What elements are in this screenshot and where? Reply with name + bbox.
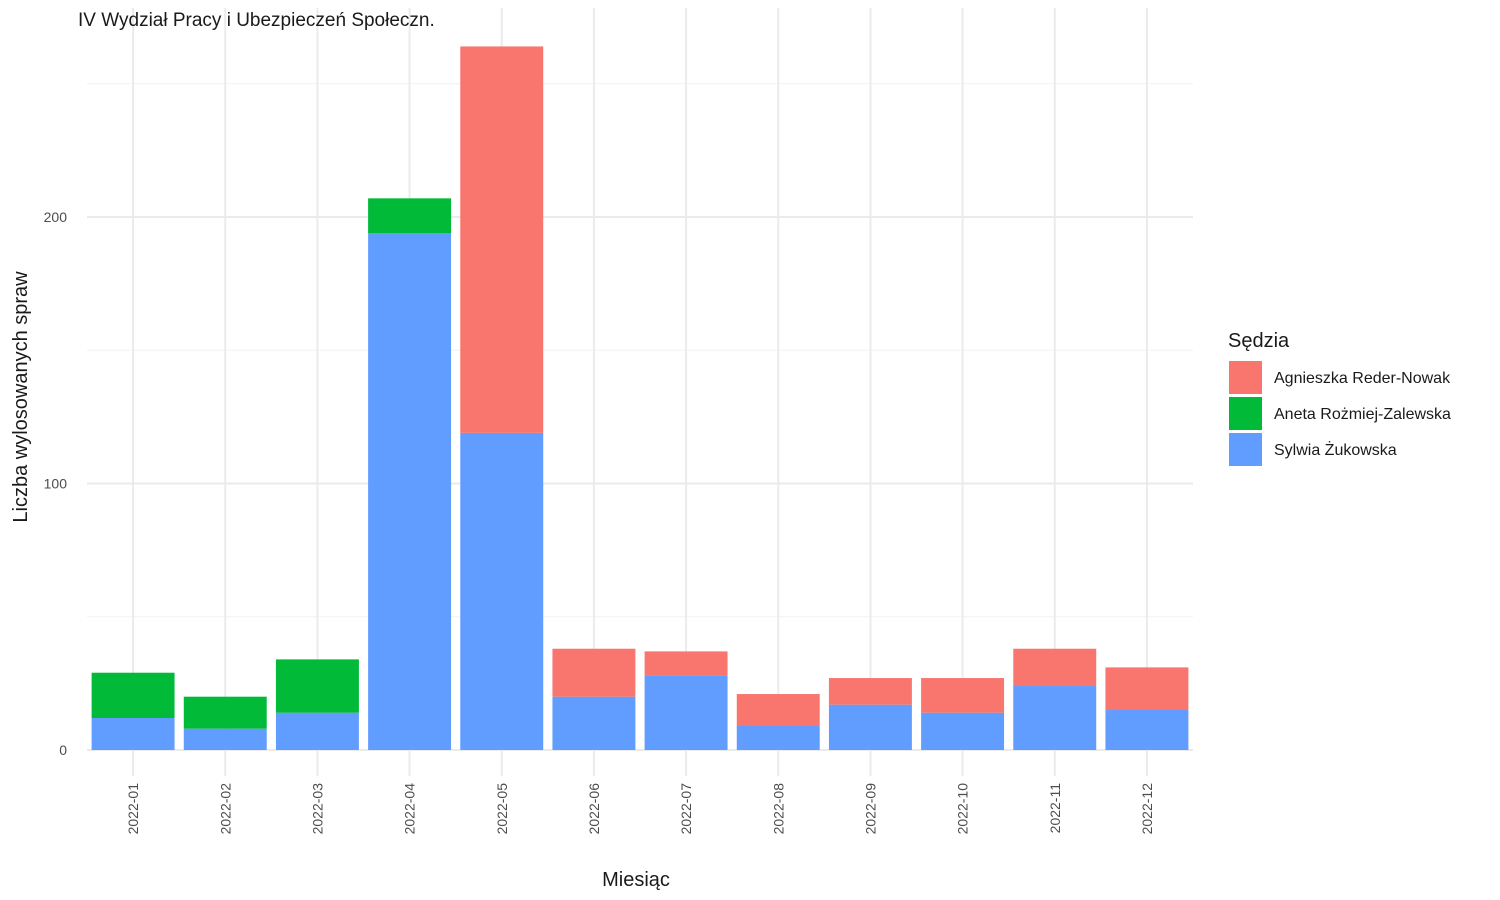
bar-segment	[1105, 667, 1189, 711]
legend-swatch	[1229, 361, 1262, 394]
x-tick-label: 2022-10	[955, 783, 971, 835]
y-axis-ticks: 0 100 200	[44, 209, 68, 758]
legend-swatch	[1229, 433, 1262, 466]
legend-label: Agnieszka Reder-Nowak	[1274, 370, 1451, 387]
y-tick-label: 200	[44, 209, 68, 225]
legend-title: Sędzia	[1228, 330, 1290, 352]
bar-segment	[552, 648, 636, 697]
bar-segment	[275, 712, 359, 750]
x-tick-label: 2022-11	[1047, 783, 1063, 834]
x-tick-label: 2022-08	[770, 783, 786, 835]
bar-segment	[644, 675, 728, 750]
bar-segment	[368, 232, 452, 751]
y-tick-label: 0	[59, 742, 67, 758]
bar-segment	[1013, 648, 1097, 687]
legend-swatch	[1229, 397, 1262, 430]
x-tick-label: 2022-03	[309, 783, 325, 835]
x-tick-label: 2022-12	[1139, 783, 1155, 835]
bar-segment	[183, 696, 267, 729]
bar-segment	[644, 651, 728, 676]
x-tick-label: 2022-07	[678, 783, 694, 835]
y-tick-label: 100	[44, 476, 68, 492]
x-tick-label: 2022-06	[586, 783, 602, 835]
x-tick-label: 2022-04	[402, 783, 418, 835]
bar-segment	[1013, 686, 1097, 750]
bar-segment	[460, 432, 544, 750]
bar-segment	[921, 678, 1005, 713]
bar-segment	[91, 672, 175, 719]
x-tick-label: 2022-02	[217, 783, 233, 835]
x-tick-label: 2022-01	[125, 783, 141, 835]
bar-segment	[552, 696, 636, 750]
legend: Sędzia Agnieszka Reder-Nowak Aneta Rożmie…	[1228, 330, 1451, 466]
bar-segment	[828, 678, 912, 705]
bar-segment	[921, 712, 1005, 750]
bars	[91, 46, 1189, 751]
bar-segment	[460, 46, 544, 433]
bar-segment	[736, 694, 820, 727]
legend-label: Sylwia Żukowska	[1274, 440, 1397, 459]
bar-segment	[275, 659, 359, 713]
chart-title: IV Wydział Pracy i Ubezpieczeń Społeczn.	[78, 10, 435, 31]
x-axis-ticks: 2022-01 2022-02 2022-03 2022-04 2022-05 2022-…	[125, 783, 1155, 835]
legend-label: Aneta Rożmiej-Zalewska	[1274, 406, 1451, 423]
bar-segment	[828, 704, 912, 750]
bar-segment	[368, 198, 452, 233]
y-axis-title: Liczba wylosowanych spraw	[10, 271, 32, 523]
bar-segment	[1105, 710, 1189, 750]
bar-segment	[183, 728, 267, 750]
bar-segment	[91, 718, 175, 750]
x-axis-title: Miesiąc	[602, 869, 670, 891]
x-tick-label: 2022-09	[862, 783, 878, 835]
bar-segment	[736, 726, 820, 750]
x-tick-label: 2022-05	[494, 783, 510, 835]
